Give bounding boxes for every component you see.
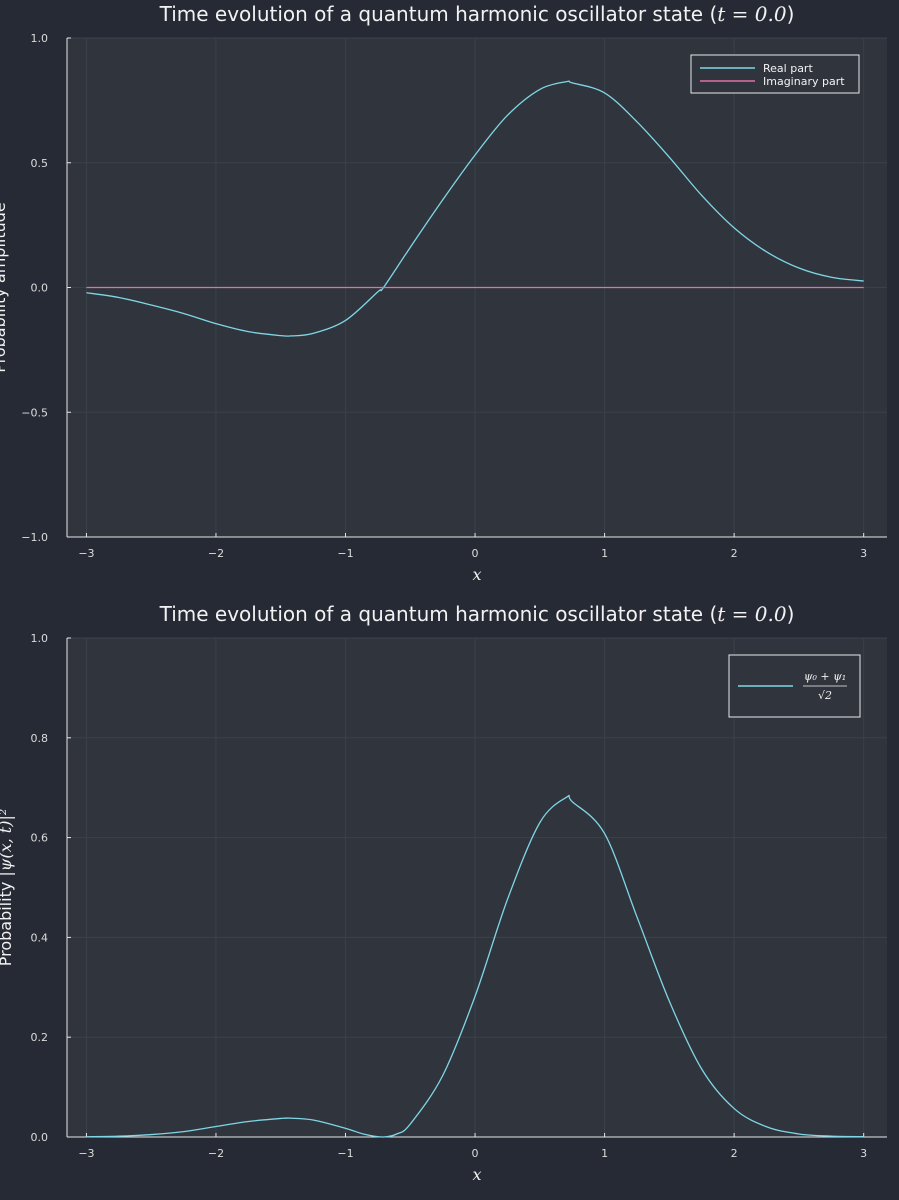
- chart-title-text: Time evolution of a quantum harmonic osc…: [159, 2, 718, 26]
- y-tick-label: 1.0: [31, 32, 49, 45]
- chart-title-close: ): [787, 602, 795, 626]
- y-tick-label: 0.0: [31, 1131, 49, 1144]
- series-line-1: [86, 80, 864, 337]
- y-tick-label: 1.0: [31, 632, 49, 645]
- chart-title-close: ): [787, 2, 795, 26]
- x-tick-label: −3: [78, 1147, 94, 1160]
- legend-fraction-denominator: √2: [818, 689, 832, 702]
- y-axis-label-text: Probability: [0, 877, 15, 967]
- chart-title: Time evolution of a quantum harmonic osc…: [159, 602, 795, 626]
- chart-title-text: Time evolution of a quantum harmonic osc…: [159, 602, 718, 626]
- y-tick-label: 0.5: [31, 157, 49, 170]
- x-tick-label: −1: [337, 547, 353, 560]
- legend: ψ₀ + ψ₁ √2: [728, 654, 861, 718]
- series-line-1: [86, 794, 864, 1138]
- x-tick-label: 0: [472, 547, 479, 560]
- x-axis-label: x: [472, 1165, 481, 1184]
- x-tick-label: −2: [208, 547, 224, 560]
- y-axis-label: Probability |ψ(x, t)|²: [0, 809, 15, 967]
- y-tick-label: 0.4: [31, 931, 49, 944]
- legend-fraction-numerator: ψ₀ + ψ₁: [804, 670, 846, 683]
- y-tick-label: −0.5: [21, 406, 48, 419]
- y-axis-label: Probability amplitude: [0, 202, 9, 373]
- y-tick-label: 0.2: [31, 1031, 49, 1044]
- y-tick-label: 0.0: [31, 282, 49, 295]
- x-tick-label: −1: [337, 1147, 353, 1160]
- x-tick-label: −2: [208, 1147, 224, 1160]
- y-axis-label-math: |ψ(x, t)|²: [0, 809, 15, 877]
- legend-box: [690, 54, 860, 94]
- probability-panel: −3 −2 −1 0 1 2 3 0.0 0.2 0.4 0.6 0.8 1.0 Time evoluti…: [0, 602, 887, 1184]
- y-tick-label: 0.8: [31, 732, 49, 745]
- chart-title-math: t = 0.0: [717, 602, 787, 626]
- x-tick-label: 3: [860, 547, 867, 560]
- chart-title-math: t = 0.0: [717, 2, 787, 26]
- x-tick-label: 2: [731, 547, 738, 560]
- x-tick-label: −3: [78, 547, 94, 560]
- x-tick-label: 0: [472, 1147, 479, 1160]
- legend-label-2: Imaginary part: [763, 75, 845, 88]
- x-tick-label: 1: [601, 1147, 608, 1160]
- x-tick-label: 2: [731, 1147, 738, 1160]
- x-tick-label: 1: [601, 547, 608, 560]
- y-tick-label: −1.0: [21, 531, 48, 544]
- plot-area: [67, 638, 887, 1137]
- y-tick-label: 0.6: [31, 832, 49, 845]
- x-tick-label: 3: [860, 1147, 867, 1160]
- x-axis-label: x: [472, 565, 481, 584]
- amplitude-panel: −3 −2 −1 0 1 2 3 −1.0 −0.5 0.0 0.5 1.0 Time evolutio…: [0, 2, 887, 584]
- chart-title: Time evolution of a quantum harmonic osc…: [159, 2, 795, 26]
- legend-label-1: Real part: [763, 62, 813, 75]
